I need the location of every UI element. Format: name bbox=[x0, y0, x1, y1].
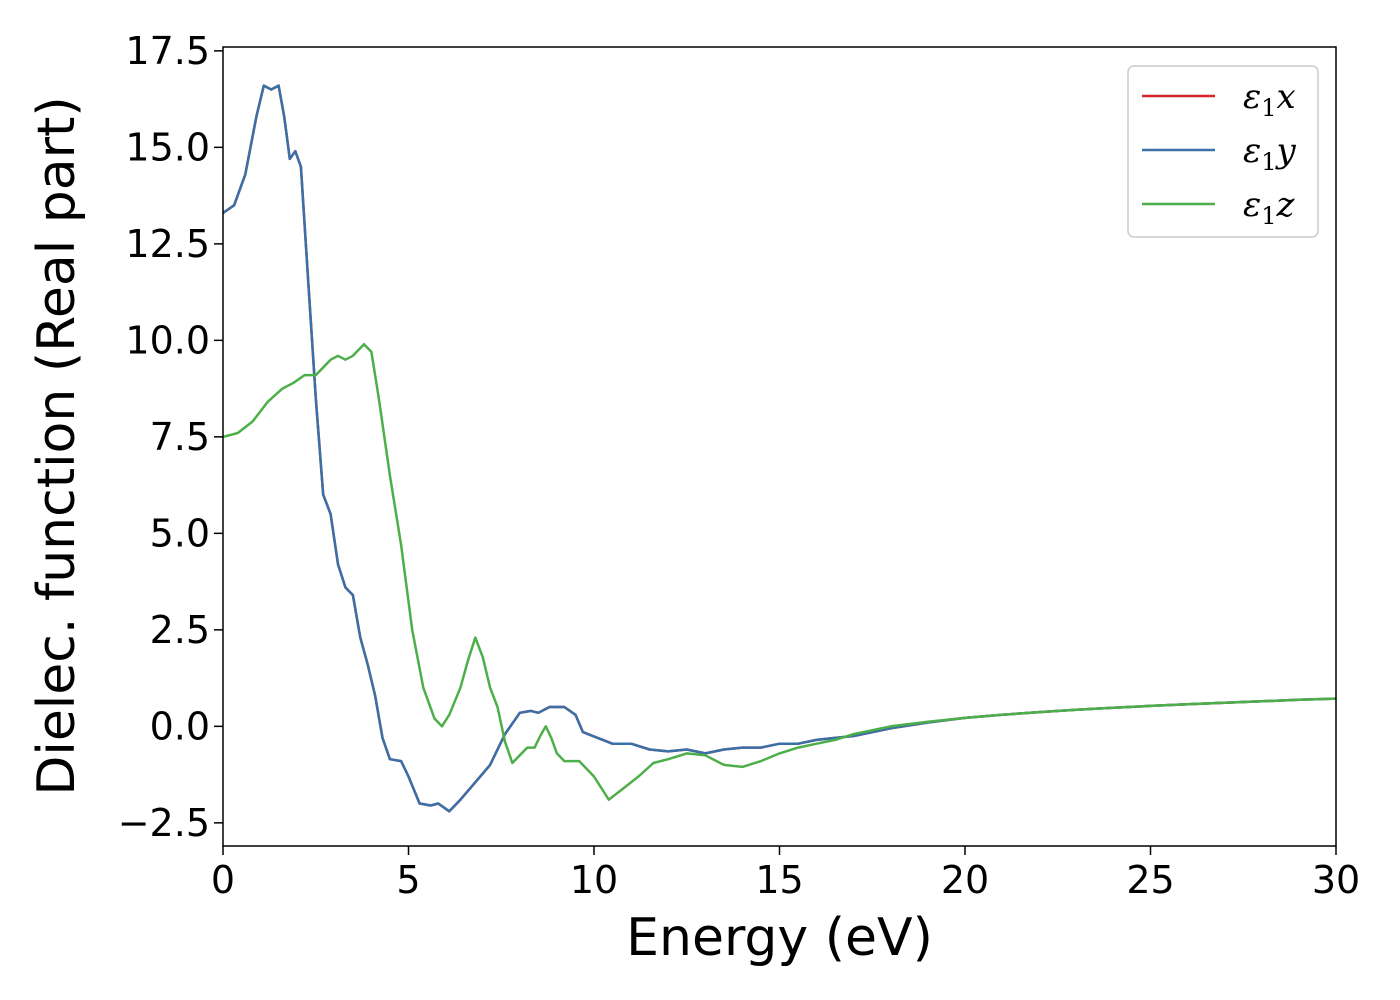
x-tick-label: 5 bbox=[396, 858, 420, 902]
x-tick-label: 10 bbox=[570, 858, 618, 902]
y-axis: −2.5 0.0 2.5 5.0 7.5 10.0 12.5 15.0 17.5 bbox=[118, 29, 223, 845]
y-tick-label: 15.0 bbox=[125, 125, 210, 169]
y-tick-label: 10.0 bbox=[125, 318, 210, 362]
x-tick-label: 20 bbox=[941, 858, 989, 902]
y-tick-label: 12.5 bbox=[125, 222, 210, 266]
x-tick-label: 25 bbox=[1126, 858, 1174, 902]
series-layer bbox=[223, 84, 1336, 813]
y-tick-label: 5.0 bbox=[150, 511, 210, 555]
x-tick-label: 15 bbox=[755, 858, 803, 902]
legend-label-z: ε1z bbox=[1243, 185, 1296, 230]
x-tick-label: 0 bbox=[211, 858, 235, 902]
legend-label-x: ε1x bbox=[1243, 77, 1296, 122]
y-tick-label: −2.5 bbox=[118, 801, 210, 845]
y-tick-label: 0.0 bbox=[150, 704, 210, 748]
x-tick-label: 30 bbox=[1312, 858, 1360, 902]
legend: ε1x ε1y ε1z bbox=[1127, 65, 1319, 238]
y-tick-label: 7.5 bbox=[150, 415, 210, 459]
x-axis-title: Energy (eV) bbox=[626, 908, 933, 968]
y-tick-label: 2.5 bbox=[150, 608, 210, 652]
legend-label-y: ε1y bbox=[1243, 131, 1297, 176]
y-tick-label: 17.5 bbox=[125, 29, 210, 73]
y-axis-title: Dielec. function (Real part) bbox=[27, 96, 87, 795]
x-axis: 0 5 10 15 20 25 30 bbox=[211, 846, 1360, 902]
series-line-z bbox=[223, 342, 1336, 801]
legend-box bbox=[1127, 65, 1319, 238]
